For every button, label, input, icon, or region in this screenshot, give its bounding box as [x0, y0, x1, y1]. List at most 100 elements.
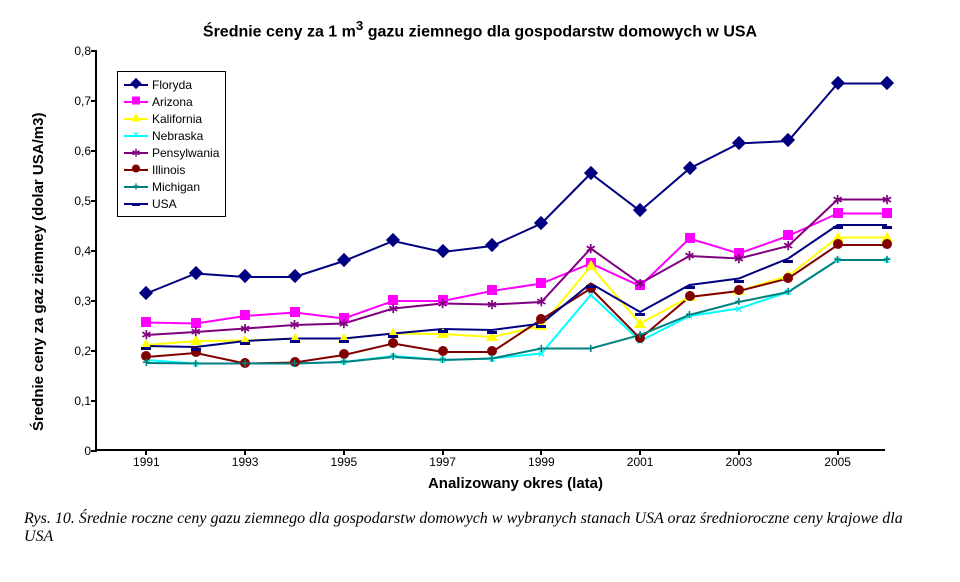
- legend-item: Floryda: [124, 76, 219, 93]
- y-tick-label: 0,6: [57, 144, 91, 158]
- data-point: +: [537, 341, 545, 357]
- y-tick-label: 0,2: [57, 344, 91, 358]
- data-point: +: [389, 349, 397, 365]
- data-point: ∗: [190, 324, 202, 340]
- x-axis-label: Analizowany okres (lata): [95, 475, 936, 492]
- data-point: [586, 276, 596, 292]
- y-axis-label: Średnie ceny za gaz ziemney (dolar USA/m…: [24, 51, 53, 492]
- data-point: ∗: [585, 241, 597, 257]
- data-point: [585, 258, 597, 274]
- x-tick-label: 2005: [824, 455, 851, 469]
- data-point: ∗: [881, 192, 893, 208]
- data-point: +: [340, 354, 348, 370]
- figure-caption: Rys. 10. Średnie roczne ceny gazu ziemne…: [24, 510, 936, 546]
- x-tick-label: 2001: [627, 455, 654, 469]
- data-point: +: [290, 356, 298, 372]
- data-point: +: [192, 356, 200, 372]
- data-point: [685, 161, 695, 177]
- data-point: [882, 217, 892, 233]
- data-point: [388, 326, 398, 342]
- data-point: +: [685, 307, 693, 323]
- legend-label: Kalifornia: [152, 112, 202, 126]
- data-point: [536, 316, 546, 332]
- legend-label: USA: [152, 197, 177, 211]
- data-point: [882, 76, 892, 92]
- data-point: [783, 133, 793, 149]
- data-point: +: [587, 341, 595, 357]
- data-point: +: [636, 327, 644, 343]
- legend-label: Nebraska: [152, 129, 203, 143]
- data-point: [536, 276, 546, 292]
- y-tick-label: 0: [57, 444, 91, 458]
- chart-title: Średnie ceny za 1 m3 gazu ziemnego dla g…: [24, 18, 936, 41]
- data-point: +: [142, 355, 150, 371]
- data-point: +: [784, 284, 792, 300]
- x-tick-label: 1995: [331, 455, 358, 469]
- legend-item: USA: [124, 195, 219, 212]
- data-point: [635, 203, 645, 219]
- data-point: [734, 271, 744, 287]
- data-point: ∗: [338, 316, 350, 332]
- data-point: [141, 338, 151, 354]
- data-point: ∗: [437, 296, 449, 312]
- data-point: [487, 238, 497, 254]
- data-point: [586, 166, 596, 182]
- legend-item: Arizona: [124, 93, 219, 110]
- legend-item: ×Nebraska: [124, 127, 219, 144]
- y-tick-label: 0,8: [57, 44, 91, 58]
- data-point: [339, 331, 349, 347]
- legend-item: ∗Pensylwania: [124, 144, 219, 161]
- data-point: [734, 136, 744, 152]
- y-tick-label: 0,1: [57, 394, 91, 408]
- data-point: [685, 277, 695, 293]
- x-tick-label: 1999: [528, 455, 555, 469]
- legend-label: Floryda: [152, 78, 192, 92]
- data-point: +: [439, 352, 447, 368]
- data-point: +: [883, 252, 891, 268]
- legend-label: Arizona: [152, 95, 193, 109]
- plot-area: FlorydaArizonaKalifornia×Nebraska∗Pensyl…: [95, 51, 885, 451]
- x-tick-label: 1991: [133, 455, 160, 469]
- y-tick-label: 0,7: [57, 94, 91, 108]
- data-point: [191, 266, 201, 282]
- data-point: [141, 286, 151, 302]
- data-point: ∗: [733, 251, 745, 267]
- x-tick-label: 1997: [429, 455, 456, 469]
- data-point: [339, 253, 349, 269]
- data-point: [635, 304, 645, 320]
- data-point: [438, 321, 448, 337]
- data-point: [290, 269, 300, 285]
- data-point: [833, 217, 843, 233]
- data-point: [191, 339, 201, 355]
- data-point: [536, 216, 546, 232]
- data-point: ∗: [387, 301, 399, 317]
- legend-label: Illinois: [152, 163, 185, 177]
- data-point: [685, 231, 695, 247]
- data-point: [240, 269, 250, 285]
- data-point: +: [241, 356, 249, 372]
- data-point: +: [735, 294, 743, 310]
- data-point: [388, 233, 398, 249]
- y-tick-label: 0,4: [57, 244, 91, 258]
- data-point: [783, 251, 793, 267]
- chart-container: Średnie ceny za gaz ziemney (dolar USA/m…: [24, 51, 936, 492]
- legend-label: Pensylwania: [152, 146, 219, 160]
- x-tick-label: 2003: [726, 455, 753, 469]
- data-point: [290, 331, 300, 347]
- data-point: [833, 76, 843, 92]
- data-point: [438, 244, 448, 260]
- data-point: [240, 333, 250, 349]
- data-point: ∗: [486, 297, 498, 313]
- legend-item: +Michigan: [124, 178, 219, 195]
- data-point: ∗: [832, 192, 844, 208]
- y-tick-label: 0,3: [57, 294, 91, 308]
- data-point: [487, 322, 497, 338]
- y-tick-label: 0,5: [57, 194, 91, 208]
- data-point: ∗: [684, 248, 696, 264]
- x-tick-label: 1993: [232, 455, 259, 469]
- data-point: ∗: [634, 276, 646, 292]
- legend-label: Michigan: [152, 180, 200, 194]
- data-point: ∗: [536, 294, 548, 310]
- data-point: +: [488, 351, 496, 367]
- legend: Floryda Arizona Kalifornia×Nebraska∗Pensyl…: [117, 71, 226, 217]
